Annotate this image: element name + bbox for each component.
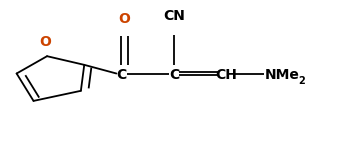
Text: C: C	[169, 68, 179, 82]
Text: CN: CN	[163, 9, 185, 23]
Text: 2: 2	[298, 76, 305, 86]
Text: O: O	[119, 12, 131, 26]
Text: O: O	[40, 35, 51, 49]
Text: CH: CH	[216, 68, 237, 82]
Text: C: C	[116, 68, 127, 82]
Text: NMe: NMe	[265, 68, 300, 82]
